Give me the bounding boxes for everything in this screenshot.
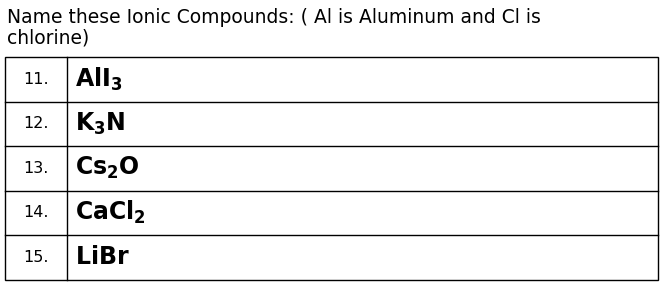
Text: $\mathbf{K}_{\mathbf{3}}\mathbf{N}$: $\mathbf{K}_{\mathbf{3}}\mathbf{N}$	[75, 111, 125, 137]
Bar	[5, 57, 658, 280]
Text: 13.: 13.	[23, 161, 48, 176]
Text: chlorine): chlorine)	[7, 28, 90, 47]
Text: 15.: 15.	[23, 250, 49, 265]
Text: $\mathbf{CaCl}_{\mathbf{2}}$: $\mathbf{CaCl}_{\mathbf{2}}$	[75, 199, 146, 226]
Text: $\mathbf{LiBr}$: $\mathbf{LiBr}$	[75, 245, 130, 269]
Text: $\mathbf{Cs}_{\mathbf{2}}\mathbf{O}$: $\mathbf{Cs}_{\mathbf{2}}\mathbf{O}$	[75, 155, 140, 181]
Text: 11.: 11.	[23, 72, 49, 87]
Text: 12.: 12.	[23, 116, 49, 131]
Text: $\mathbf{AlI}_{\mathbf{3}}$: $\mathbf{AlI}_{\mathbf{3}}$	[75, 66, 123, 93]
Text: Name these Ionic Compounds: ( Al is Aluminum and Cl is: Name these Ionic Compounds: ( Al is Alum…	[7, 8, 541, 27]
Text: 14.: 14.	[23, 205, 49, 220]
